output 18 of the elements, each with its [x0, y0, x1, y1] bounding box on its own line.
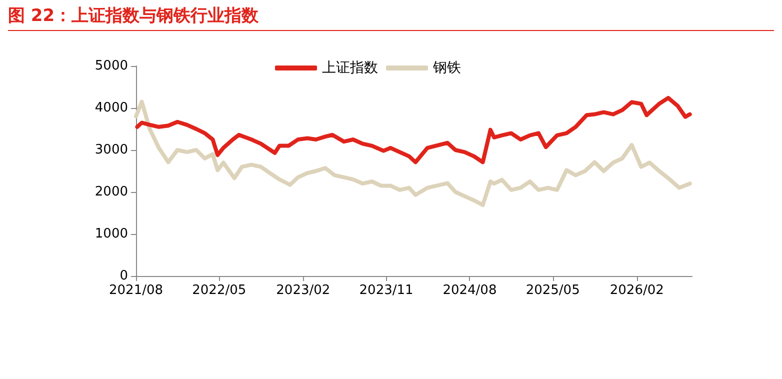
x-tick-label: 2023/11: [359, 283, 414, 298]
x-tick-label: 2026/02: [610, 283, 664, 298]
y-tick-label: 4000: [94, 100, 128, 116]
x-tick-label: 2025/05: [526, 283, 580, 298]
legend-label: 钢铁: [432, 60, 461, 76]
x-tick-label: 2024/08: [442, 283, 497, 298]
y-tick-label: 2000: [94, 184, 128, 200]
y-tick-label: 0: [120, 268, 128, 284]
line-series: [134, 100, 692, 208]
x-tick-label: 2022/05: [192, 283, 246, 298]
y-tick-label: 3000: [94, 142, 128, 158]
x-tick-label: 2023/02: [276, 283, 330, 298]
y-tick-label: 5000: [94, 58, 128, 74]
x-tick-label: 2021/08: [108, 283, 164, 298]
chart-title: 图 22：上证指数与钢铁行业指数: [8, 5, 259, 27]
legend-label: 上证指数: [322, 60, 378, 76]
y-tick-label: 1000: [94, 226, 128, 242]
line-series: [135, 96, 692, 164]
